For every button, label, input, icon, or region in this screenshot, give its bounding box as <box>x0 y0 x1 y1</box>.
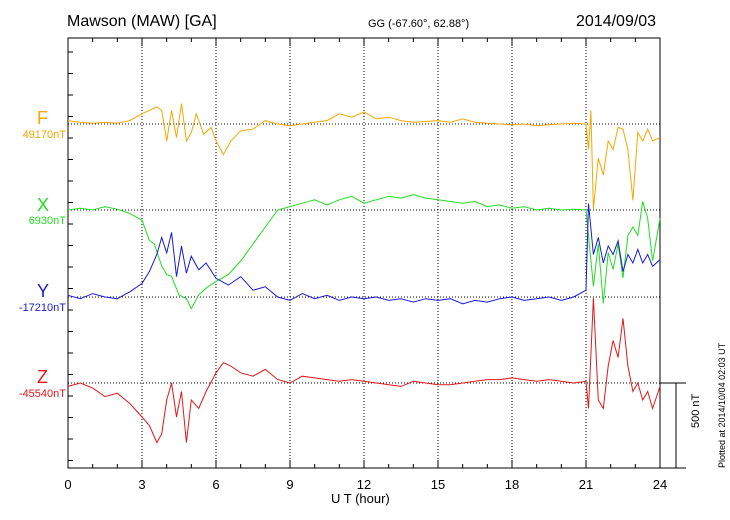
scale-bar-label: 500 nT <box>690 393 702 428</box>
x-tick-label: 24 <box>652 477 668 492</box>
x-tick-label: 3 <box>138 477 146 492</box>
plotted-timestamp: Plotted at 2014/10/04 02:03 UT <box>717 342 727 468</box>
series-line-z <box>67 297 661 444</box>
component-baseline-x: 6930nT <box>28 215 66 227</box>
x-tick-label: 0 <box>64 477 72 492</box>
x-tick-label: 9 <box>286 477 294 492</box>
x-tick-label: 6 <box>212 477 220 492</box>
coordinates-label: GG (-67.60°, 62.88°) <box>368 18 470 30</box>
date-label: 2014/09/03 <box>576 13 657 30</box>
x-tick-label: 18 <box>504 477 520 492</box>
component-name-x: X <box>37 195 50 215</box>
component-baseline-f: 49170nT <box>22 129 66 141</box>
component-name-y: Y <box>37 281 50 301</box>
x-axis-label: U T (hour) <box>331 491 390 506</box>
x-tick-label: 21 <box>578 477 594 492</box>
series-line-f <box>67 103 661 210</box>
component-name-z: Z <box>37 367 48 387</box>
component-baseline-z: -45540nT <box>18 388 66 400</box>
series-line-x <box>67 194 661 310</box>
station-title: Mawson (MAW) [GA] <box>67 13 217 30</box>
x-tick-label: 12 <box>356 477 372 492</box>
x-tick-label: 15 <box>430 477 446 492</box>
series-line-y <box>67 203 661 305</box>
component-name-f: F <box>37 108 48 128</box>
component-baseline-y: -17210nT <box>18 302 66 314</box>
